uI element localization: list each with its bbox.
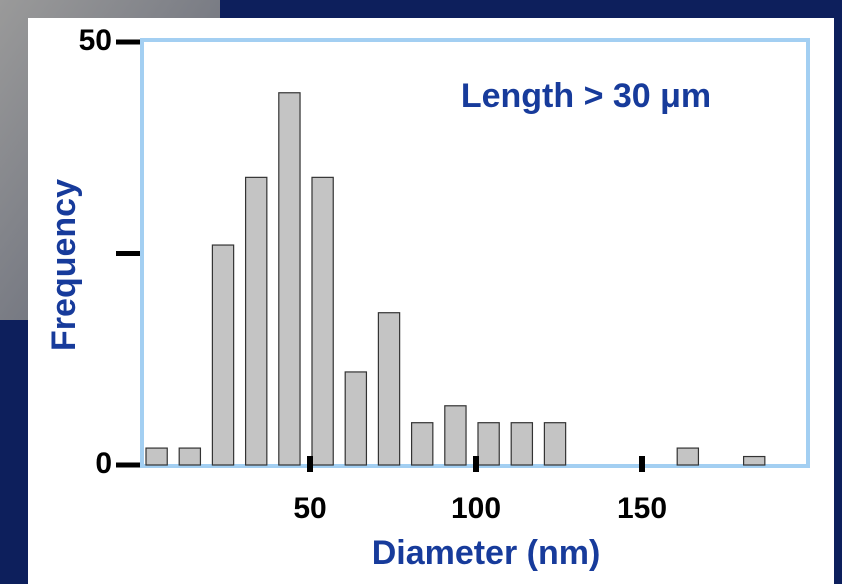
bar	[477, 422, 500, 466]
x-tick-label: 50	[293, 492, 326, 525]
bar	[444, 405, 467, 466]
annotation: Length > 30 μm	[461, 77, 711, 115]
bar	[742, 455, 766, 466]
x-tick-label: 150	[617, 492, 667, 525]
bar	[244, 176, 268, 466]
x-axis-label: Diameter (nm)	[372, 534, 601, 572]
bar	[676, 447, 700, 466]
bar	[510, 422, 534, 466]
bar	[311, 176, 334, 466]
bar	[278, 92, 301, 466]
bar	[178, 447, 202, 466]
y-tick-label: 0	[95, 447, 112, 480]
bar	[211, 244, 235, 466]
bar	[344, 371, 368, 466]
bar	[410, 422, 434, 466]
bar	[543, 422, 567, 466]
bar	[377, 312, 401, 466]
y-tick-label: 50	[79, 24, 112, 57]
y-axis-label: Frequency	[45, 179, 83, 351]
bar	[145, 447, 168, 466]
x-tick-label: 100	[451, 492, 501, 525]
